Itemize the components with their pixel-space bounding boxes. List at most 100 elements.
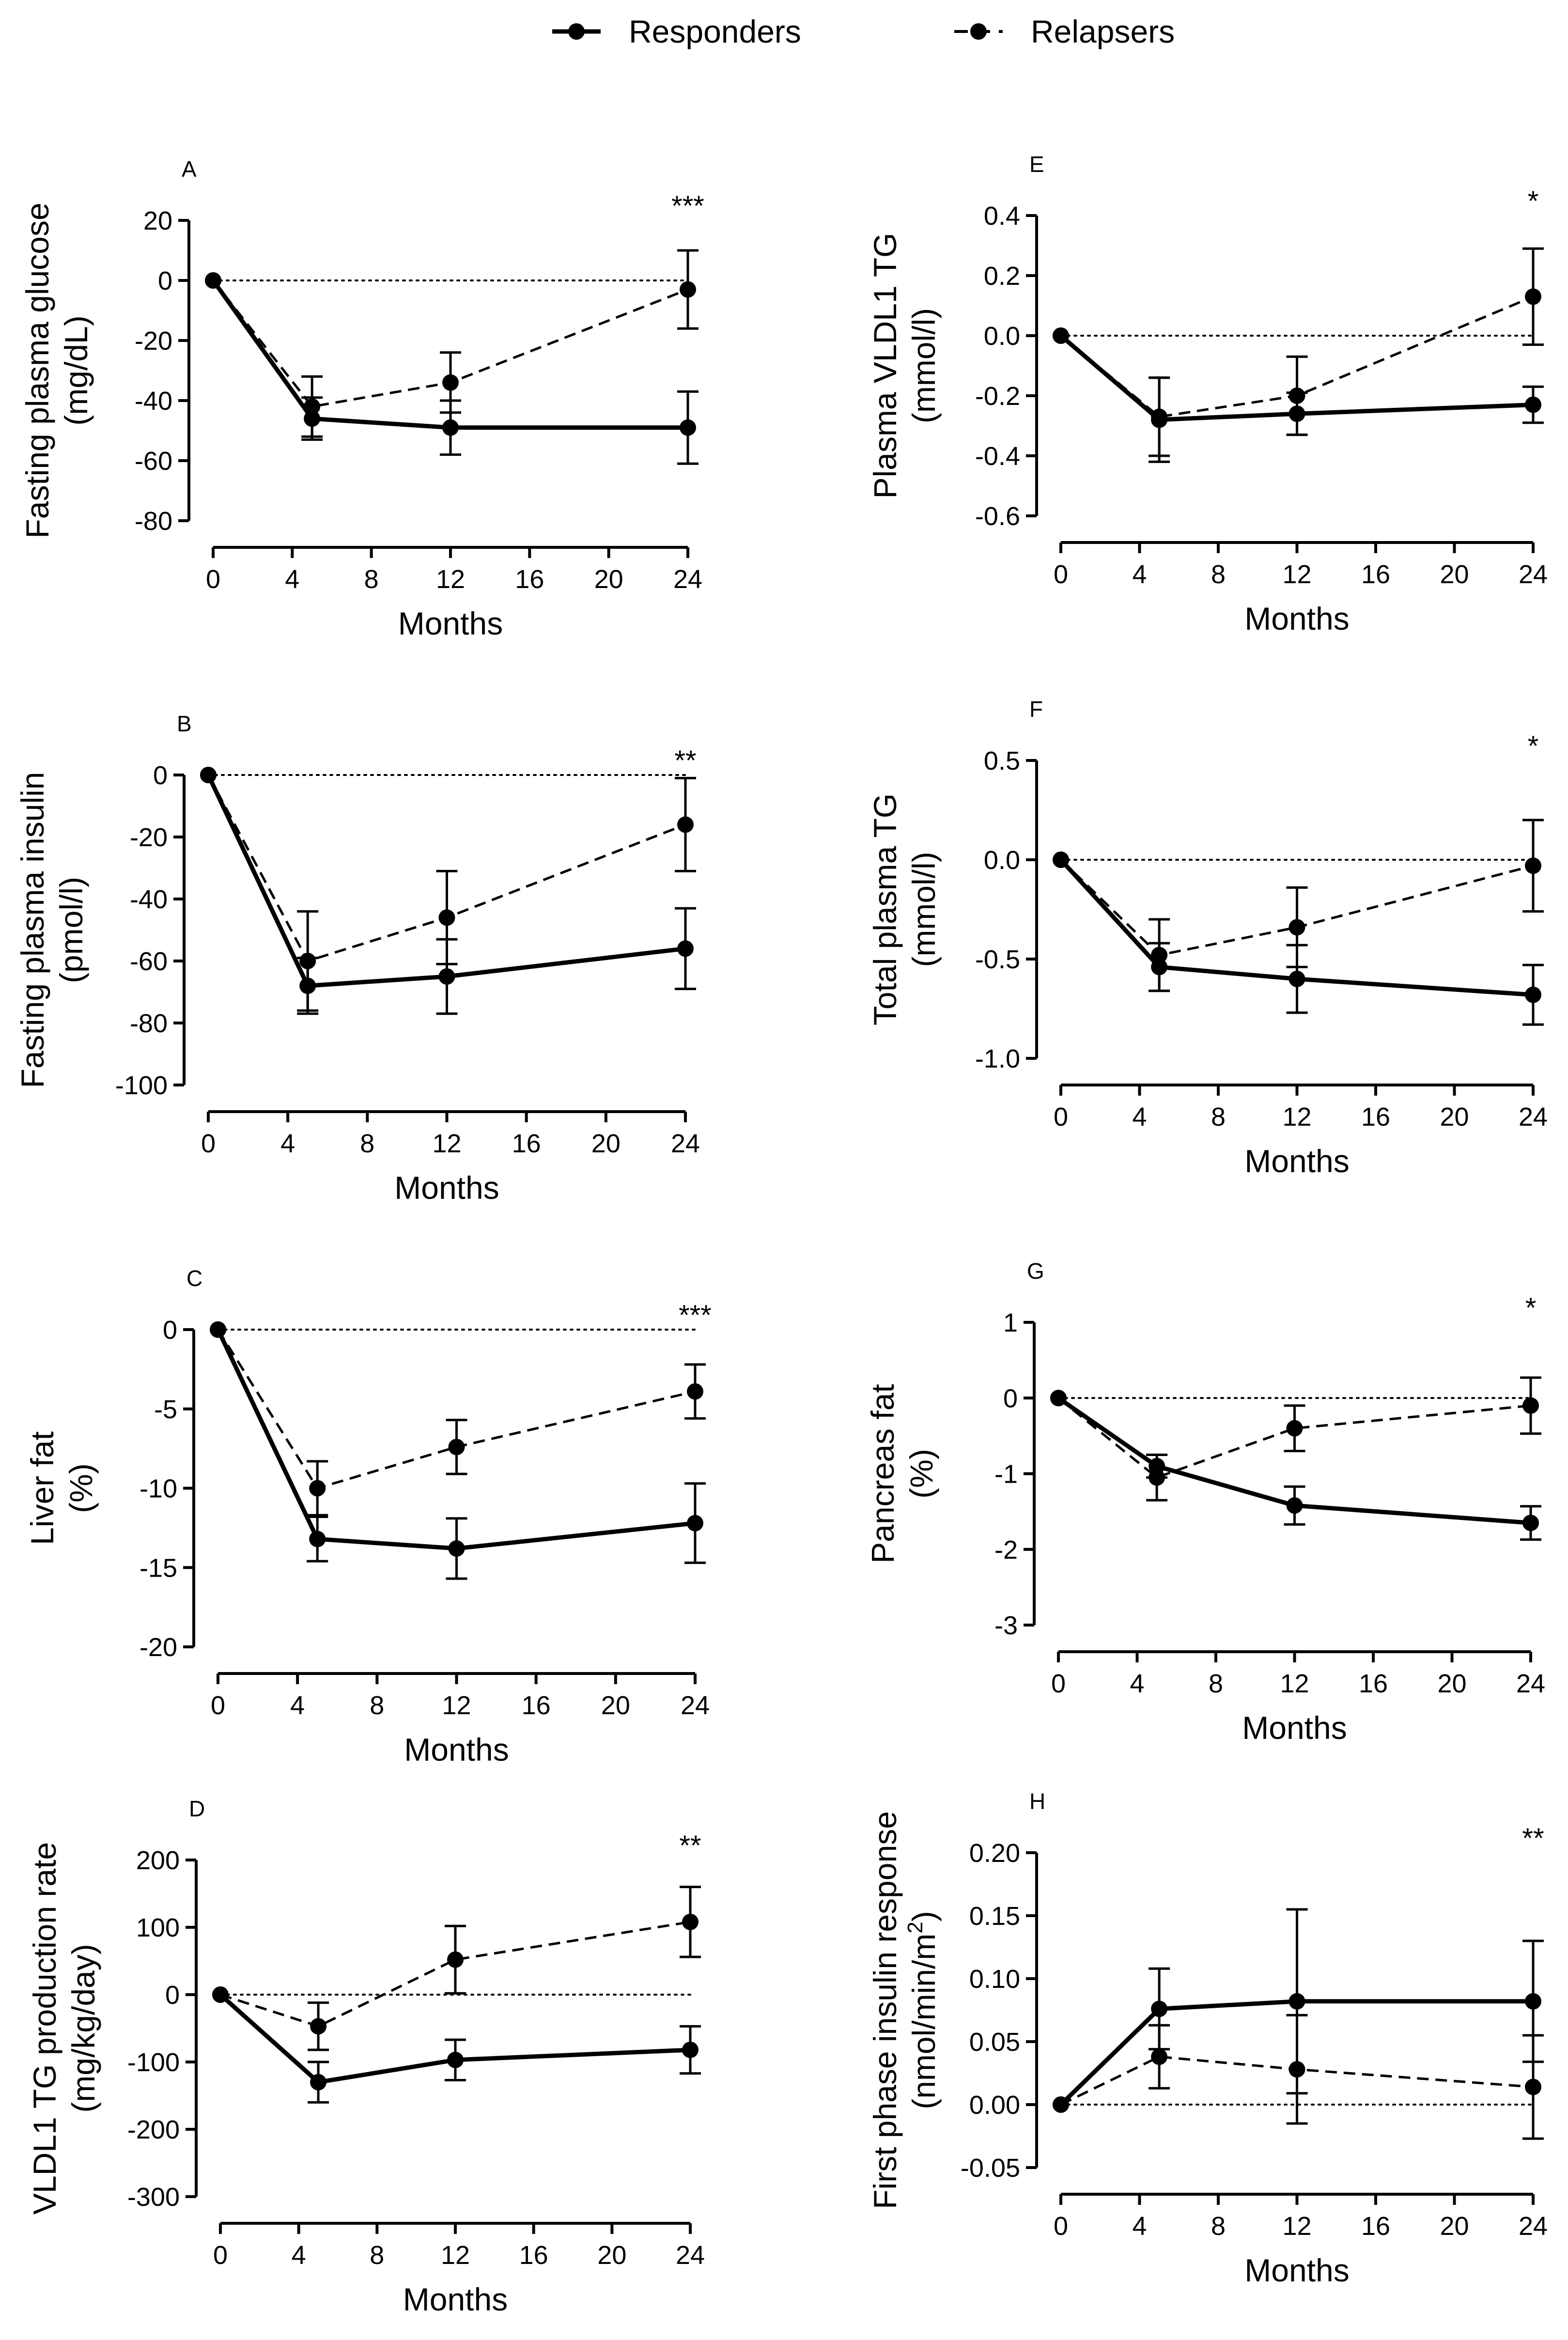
x-tick-label: 4	[290, 1691, 305, 1720]
legend: Responders Relapsers	[552, 14, 1175, 49]
relapsers-point	[304, 398, 321, 415]
panel-letter: H	[1029, 1789, 1045, 1814]
y-tick-label: -0.4	[975, 442, 1020, 471]
y-tick-label: -1.0	[975, 1044, 1020, 1073]
relapsers-point	[677, 816, 694, 833]
y-tick-label: -100	[127, 2048, 180, 2077]
y-axis-title: VLDL1 TG production rate	[27, 1842, 62, 2215]
x-tick-label: 20	[1440, 560, 1469, 589]
y-axis-title: Plasma VLDL1 TG	[867, 232, 903, 498]
legend-responders-label: Responders	[629, 14, 801, 49]
panel-letter: D	[189, 1796, 205, 1821]
x-tick-label: 12	[442, 1691, 471, 1720]
x-tick-label: 0	[1051, 1669, 1066, 1698]
x-tick-label: 20	[597, 2241, 626, 2270]
x-tick-label: 4	[1130, 1669, 1144, 1698]
x-tick-label: 12	[432, 1129, 461, 1158]
y-axis-units: (nmol/min/m2)	[903, 1911, 942, 2109]
legend-relapsers-label: Relapsers	[1031, 14, 1175, 49]
responders-line	[216, 1329, 696, 1551]
y-tick-label: -5	[154, 1395, 177, 1424]
significance-marker: *	[1528, 730, 1539, 762]
responders-point	[1522, 1515, 1539, 1532]
x-tick-label: 24	[1519, 560, 1548, 589]
x-tick-label: 0	[206, 565, 220, 594]
x-tick-label: 8	[370, 1691, 384, 1720]
significance-marker: ***	[671, 190, 704, 222]
x-tick-label: 12	[436, 565, 465, 594]
x-tick-label: 16	[1359, 1669, 1388, 1698]
relapsers-point	[442, 374, 459, 391]
panel-letter: B	[177, 711, 192, 736]
y-tick-label: -20	[135, 326, 172, 356]
relapsers-point	[309, 1480, 326, 1497]
y-tick-label: -80	[135, 507, 172, 536]
y-tick-label: 0.4	[984, 201, 1020, 231]
x-axis-title: Months	[1244, 601, 1349, 636]
x-tick-label: 24	[1519, 2212, 1548, 2241]
y-tick-label: -0.05	[961, 2154, 1020, 2183]
y-tick-label: -60	[135, 447, 172, 476]
y-tick-label: 0.00	[969, 2091, 1020, 2120]
relapsers-point	[1053, 852, 1069, 868]
x-tick-label: 8	[1211, 2212, 1226, 2241]
y-tick-label: -200	[127, 2115, 180, 2144]
y-tick-label: -40	[135, 387, 172, 416]
y-tick-label: 0	[163, 1316, 177, 1345]
y-tick-label: 0.05	[969, 2028, 1020, 2057]
responders-point	[438, 968, 455, 985]
x-tick-label: 16	[1361, 1102, 1390, 1131]
x-tick-label: 24	[671, 1129, 700, 1158]
y-axis-title: Pancreas fat	[865, 1384, 900, 1564]
responders-line	[219, 1993, 691, 2085]
relapsers-point	[1151, 408, 1168, 425]
x-tick-label: 16	[1361, 2212, 1390, 2241]
responders-point	[680, 419, 696, 436]
x-axis-title: Months	[403, 2281, 508, 2317]
x-tick-label: 8	[364, 565, 379, 594]
y-axis-title: Total plasma TG	[867, 793, 903, 1025]
y-tick-label: -15	[140, 1553, 177, 1582]
x-tick-label: 16	[512, 1129, 541, 1158]
x-tick-label: 12	[1282, 2212, 1311, 2241]
y-axis-units: (mmol/l)	[906, 852, 942, 967]
responders-point	[1286, 1497, 1303, 1514]
relapsers-point	[200, 767, 217, 783]
x-tick-label: 0	[1054, 2212, 1068, 2241]
y-tick-label: 0	[153, 761, 168, 790]
legend-relapsers-marker	[970, 23, 987, 40]
y-tick-label: -60	[130, 947, 168, 976]
panel-f: F 0.5 0.0 -0.5 -1.0 0 4 8 12 16 20 24 Months Total pl…	[867, 697, 1548, 1179]
x-tick-label: 24	[1519, 1102, 1548, 1131]
responders-point	[448, 1540, 465, 1557]
relapsers-point	[205, 272, 221, 289]
relapsers-point	[1053, 327, 1069, 344]
panel-letter: F	[1029, 697, 1043, 722]
y-tick-label: 100	[136, 1913, 180, 1942]
relapsers-line	[212, 279, 688, 408]
relapsers-point	[210, 1321, 226, 1338]
x-tick-label: 20	[594, 565, 623, 594]
x-axis-title: Months	[394, 1170, 499, 1206]
responders-point	[1289, 971, 1305, 987]
x-tick-label: 0	[1054, 1102, 1068, 1131]
significance-marker: *	[1528, 186, 1539, 217]
responders-line	[1059, 1999, 1533, 2107]
y-axis-units: (pmol/l)	[53, 877, 89, 983]
y-axis-units: (%)	[63, 1463, 99, 1513]
relapsers-point	[212, 1986, 229, 2003]
y-axis-units: (mmol/l)	[906, 308, 942, 423]
y-axis-title: First phase insulin response	[867, 1811, 903, 2209]
y-tick-label: -40	[130, 885, 168, 914]
y-tick-label: -20	[130, 823, 168, 852]
x-tick-label: 0	[201, 1129, 216, 1158]
panel-g: G1 0 -1 -2 -3 0 4 8 12 16 20 24 Months Pancreas fat (%…	[865, 1258, 1545, 1746]
panel-letter: E	[1029, 152, 1044, 177]
relapsers-point	[680, 281, 696, 298]
y-tick-label: -80	[130, 1009, 168, 1038]
relapsers-point	[1289, 2061, 1305, 2078]
panel-e: E 0.4 0.2 0.0 -0.2 -0.4 -0.6 0 4 8 12 16 20 24 Months P…	[867, 152, 1548, 636]
x-tick-label: 20	[591, 1129, 621, 1158]
